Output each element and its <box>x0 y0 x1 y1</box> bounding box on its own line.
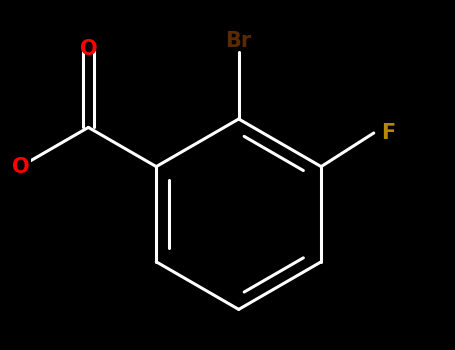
Text: Br: Br <box>226 30 252 51</box>
Text: O: O <box>80 39 97 59</box>
Text: F: F <box>381 123 395 143</box>
Text: O: O <box>12 156 29 177</box>
